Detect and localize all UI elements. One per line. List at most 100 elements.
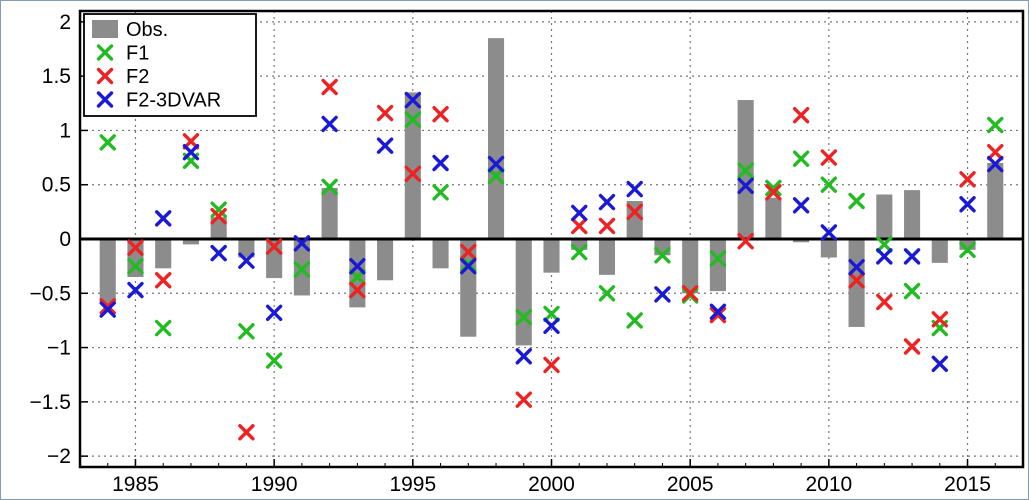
y-tick-label: −1 bbox=[47, 337, 71, 360]
f2-3dvar-marker bbox=[737, 177, 754, 195]
obs-bar bbox=[959, 239, 976, 250]
f2-3dvar-marker bbox=[293, 235, 311, 252]
obs-bar bbox=[487, 38, 505, 240]
x-tick-label: 1985 bbox=[112, 473, 159, 496]
f2-3dvar-marker bbox=[155, 210, 172, 227]
f2-marker bbox=[376, 104, 394, 122]
x-tick-label: 1990 bbox=[251, 473, 298, 496]
f1-marker bbox=[99, 134, 116, 151]
f2-marker bbox=[959, 171, 976, 188]
legend-label-f1: F1 bbox=[126, 43, 149, 65]
f2-3dvar-marker bbox=[931, 355, 948, 373]
f1-marker bbox=[820, 176, 838, 193]
f2-3dvar-marker bbox=[792, 197, 810, 214]
f1-marker bbox=[765, 179, 782, 197]
legend-label-f2: F2 bbox=[126, 66, 149, 88]
obs-bar bbox=[210, 217, 227, 239]
obs-bar bbox=[654, 239, 671, 256]
f2-marker bbox=[99, 298, 116, 315]
f1-marker bbox=[959, 241, 976, 259]
f2-3dvar-marker bbox=[820, 224, 838, 241]
f2-3dvar-marker bbox=[487, 155, 505, 173]
f1-marker bbox=[848, 192, 865, 210]
f2-marker bbox=[127, 239, 144, 256]
f2-marker bbox=[210, 207, 227, 225]
y-tick-label: 2 bbox=[59, 11, 71, 34]
f2-3dvar-marker bbox=[432, 154, 449, 172]
legend-label-obs-: Obs. bbox=[126, 19, 168, 41]
obs-bar bbox=[765, 197, 782, 239]
f2-3dvar-marker bbox=[265, 304, 283, 322]
f1-marker bbox=[487, 167, 505, 185]
f1-marker bbox=[792, 150, 810, 167]
axis-ticks: 1985 1990 1995 2000 2005 2010 2015 −2 −1.5 −1 −0.5… bbox=[30, 11, 996, 496]
f2-3dvar-marker bbox=[959, 196, 976, 213]
f1-marker bbox=[987, 116, 1004, 134]
obs-bar bbox=[404, 92, 421, 239]
f1-marker bbox=[515, 308, 532, 326]
f2-marker bbox=[460, 243, 477, 261]
f2-marker bbox=[931, 311, 948, 328]
f2-marker bbox=[543, 356, 560, 374]
legend-swatch-obs- bbox=[92, 20, 118, 38]
f2-3dvar-marker bbox=[376, 137, 394, 154]
f2-marker bbox=[987, 143, 1004, 161]
legend-marker-f2 bbox=[96, 67, 114, 85]
f1-marker bbox=[127, 257, 144, 275]
obs-bar bbox=[626, 201, 643, 239]
f2-3dvar-marker bbox=[404, 91, 422, 109]
f1-marker bbox=[155, 319, 172, 337]
obs-bar bbox=[987, 163, 1004, 239]
obs-bar bbox=[182, 239, 199, 245]
f1-marker bbox=[709, 250, 727, 267]
obs-bar bbox=[238, 239, 255, 258]
f2-3dvar-marker bbox=[709, 303, 727, 320]
f2-marker bbox=[238, 424, 255, 441]
y-tick-label: 1.5 bbox=[42, 65, 71, 88]
f1-marker bbox=[321, 178, 338, 196]
f2-marker bbox=[155, 272, 172, 289]
obs-bar bbox=[377, 239, 394, 281]
f2-marker bbox=[598, 217, 616, 235]
f2-marker bbox=[681, 285, 699, 302]
f1-marker bbox=[404, 111, 422, 128]
f2-3dvar-marker bbox=[182, 143, 200, 161]
obs-bar bbox=[515, 239, 532, 346]
f2-marker bbox=[515, 391, 532, 408]
y-tick-label: −0.5 bbox=[30, 282, 71, 305]
f1-marker bbox=[598, 285, 616, 302]
x-tick-label: 2005 bbox=[667, 473, 714, 496]
f2-3dvar-marker bbox=[210, 244, 227, 262]
f1-marker bbox=[293, 261, 311, 278]
f2-3dvar-marker bbox=[349, 257, 366, 275]
f2-marker bbox=[709, 306, 727, 324]
f2-3dvar-marker bbox=[99, 301, 116, 318]
f2-3dvar-marker bbox=[654, 286, 671, 303]
x-tick-label: 2010 bbox=[805, 473, 852, 496]
obs-bar bbox=[432, 239, 449, 269]
f2-marker bbox=[265, 238, 283, 255]
obs-bar bbox=[848, 239, 865, 327]
f1-marker bbox=[571, 243, 588, 261]
y-tick-label: 0 bbox=[59, 228, 71, 251]
f2-marker bbox=[626, 203, 643, 221]
f2-marker bbox=[737, 232, 754, 250]
f1-marker bbox=[265, 352, 283, 369]
obs-bar bbox=[876, 194, 893, 239]
y-tick-label: −2 bbox=[47, 445, 71, 468]
y-tick-label: 1 bbox=[59, 119, 71, 142]
f2-marker bbox=[571, 217, 588, 235]
obs-bar bbox=[127, 239, 144, 277]
obs-bar bbox=[571, 239, 588, 250]
f1-marker bbox=[238, 323, 255, 340]
y-tick-label: 0.5 bbox=[42, 174, 71, 197]
y-tick-label: −1.5 bbox=[30, 391, 71, 414]
obs-bar bbox=[321, 187, 338, 239]
f1-marker bbox=[543, 305, 560, 323]
obs-bar bbox=[598, 239, 616, 275]
f2-3dvar-marker bbox=[543, 317, 560, 335]
obs-bar bbox=[931, 239, 948, 263]
